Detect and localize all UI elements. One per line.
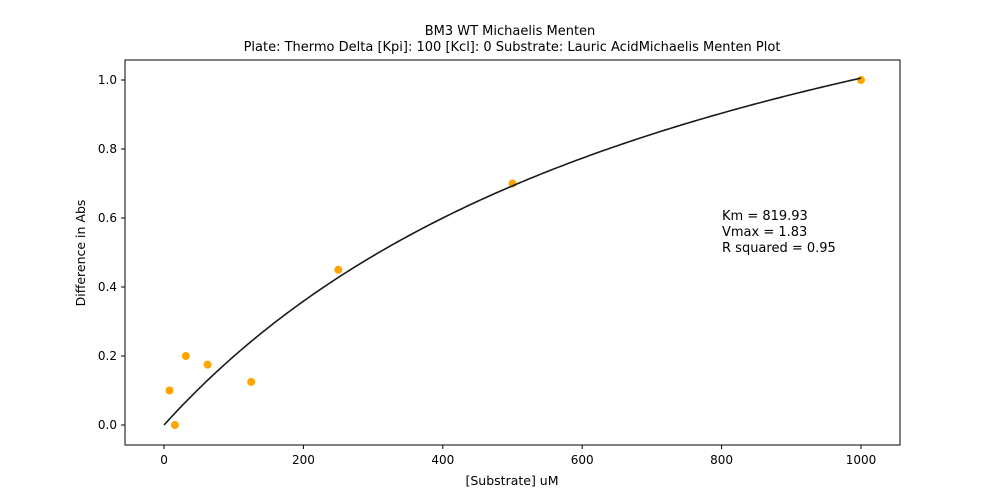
y-tick-label: 0.2	[98, 349, 117, 363]
data-point	[856, 76, 865, 85]
y-tick-label: 0.8	[98, 142, 117, 156]
plot-area	[163, 76, 865, 429]
chart-subtitle: Plate: Thermo Delta [Kpi]: 100 [Kcl]: 0 …	[244, 40, 781, 55]
data-point	[203, 360, 212, 369]
data-point	[181, 351, 190, 360]
r-squared-annotation: R squared = 0.95	[722, 241, 836, 256]
x-axis: 0 200 400 600 800 1000	[160, 445, 876, 467]
x-tick-label: 1000	[846, 453, 877, 467]
y-tick-label: 0.6	[98, 211, 117, 225]
x-tick-label: 400	[431, 453, 454, 467]
data-point	[334, 265, 343, 274]
x-tick-label: 800	[710, 453, 733, 467]
x-axis-label: [Substrate] uM	[465, 473, 558, 488]
data-point	[170, 420, 179, 429]
chart-title: BM3 WT Michaelis Menten	[425, 24, 596, 39]
fit-curve	[163, 77, 862, 426]
x-tick-label: 0	[160, 453, 168, 467]
data-point	[247, 377, 256, 386]
y-tick-label: 0.4	[98, 280, 117, 294]
y-axis-label: Difference in Abs	[73, 200, 88, 307]
km-annotation: Km = 819.93	[722, 209, 808, 224]
y-axis: 0.0 0.2 0.4 0.6 0.8 1.0	[98, 73, 125, 432]
y-tick-label: 0.0	[98, 418, 117, 432]
data-point	[165, 386, 174, 395]
y-tick-label: 1.0	[98, 73, 117, 87]
x-tick-label: 200	[292, 453, 315, 467]
vmax-annotation: Vmax = 1.83	[722, 225, 807, 240]
fit-annotation: Km = 819.93 Vmax = 1.83 R squared = 0.95	[722, 209, 836, 256]
plot-frame	[124, 59, 901, 446]
x-tick-label: 600	[571, 453, 594, 467]
